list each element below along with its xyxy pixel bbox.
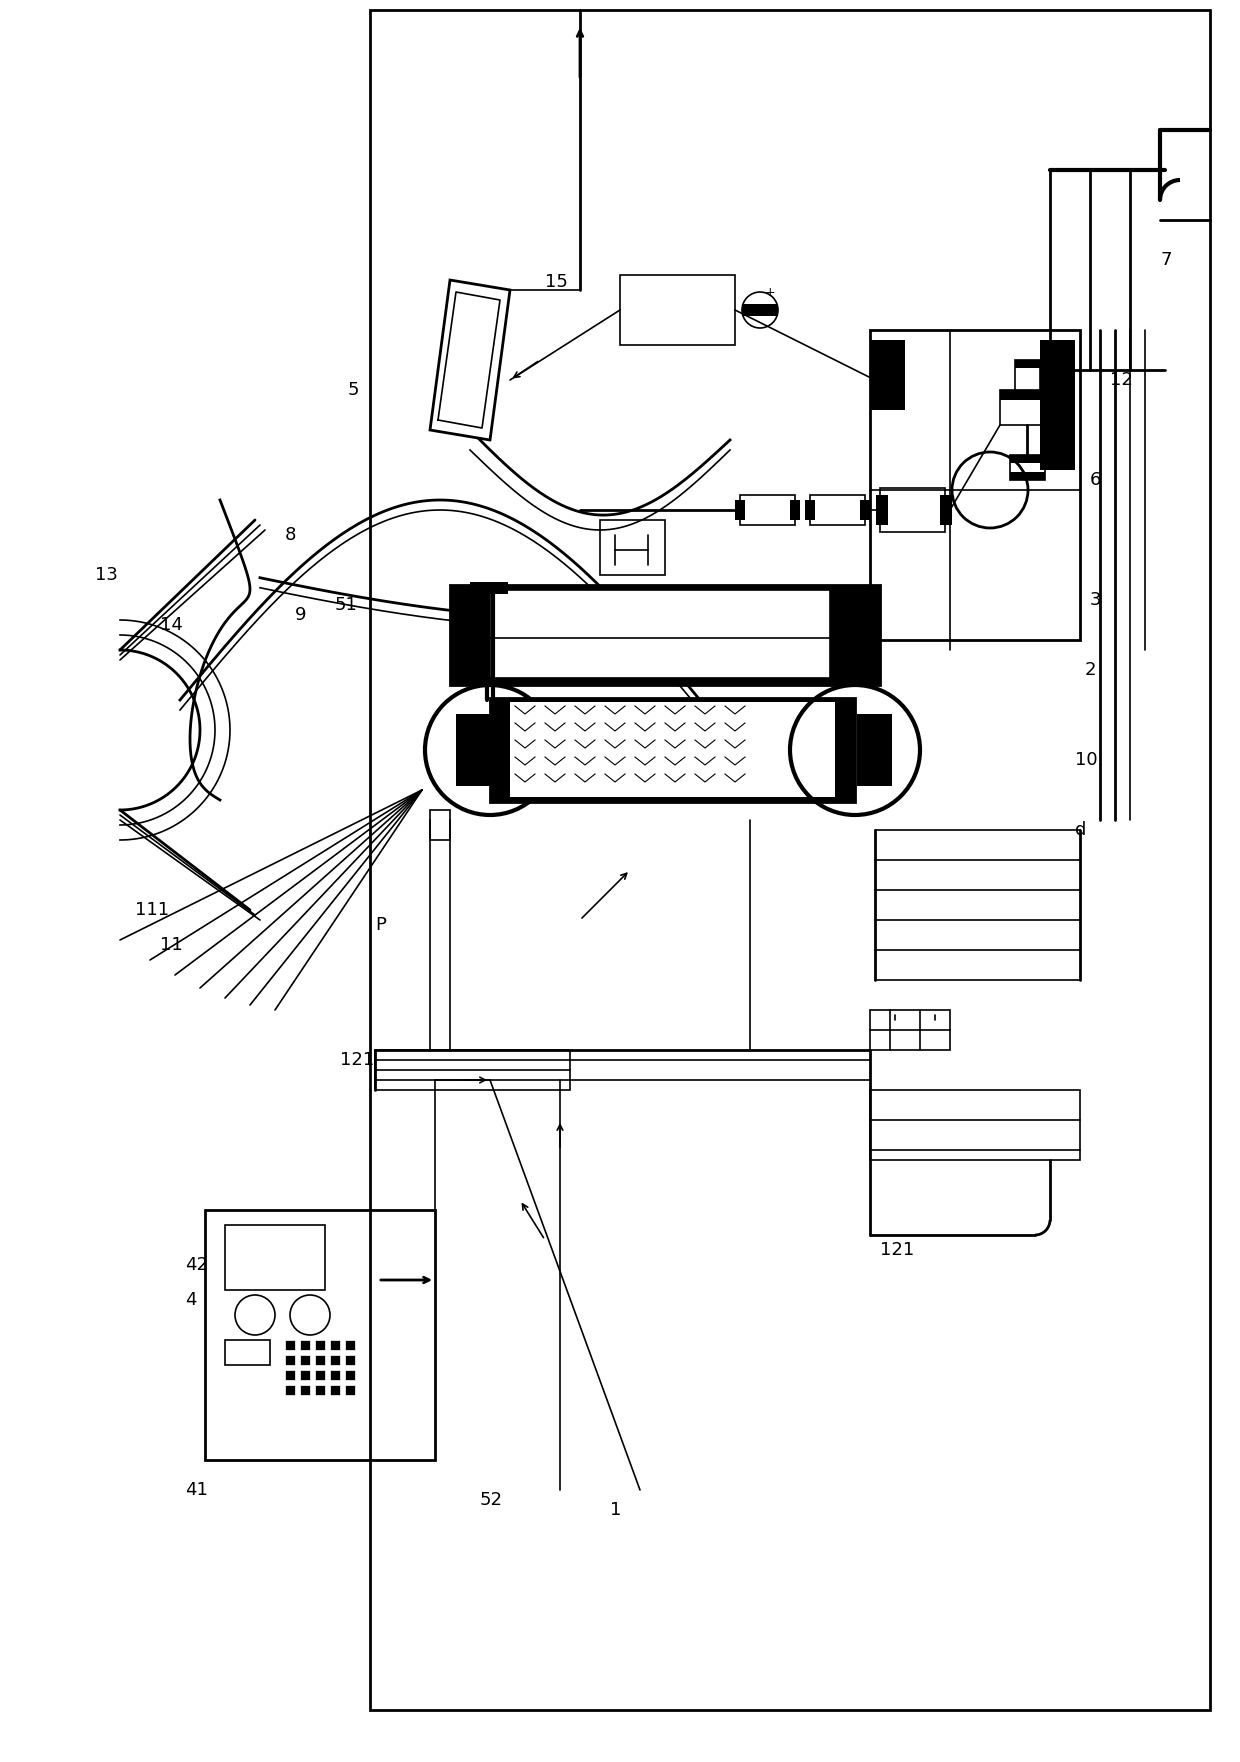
Polygon shape [430, 280, 510, 440]
Bar [790, 500, 800, 520]
Bar [940, 495, 952, 525]
Text: 6: 6 [1090, 470, 1101, 490]
Bar [490, 590, 830, 678]
Bar [490, 698, 856, 802]
Bar [880, 488, 945, 532]
Text: 3: 3 [1090, 590, 1101, 610]
Bar [330, 1339, 340, 1350]
Bar [1011, 472, 1045, 479]
Bar [456, 714, 491, 786]
Text: 13: 13 [95, 566, 118, 583]
Text: 8: 8 [285, 527, 296, 544]
Bar [490, 590, 830, 678]
Text: 7: 7 [1159, 250, 1172, 270]
Bar [300, 1385, 310, 1396]
Bar [345, 1371, 355, 1380]
Bar [875, 495, 888, 525]
Bar [300, 1371, 310, 1380]
Text: 4: 4 [185, 1292, 196, 1309]
Text: 41: 41 [185, 1482, 208, 1499]
Bar [330, 1371, 340, 1380]
Text: 121: 121 [340, 1050, 374, 1070]
Text: 42: 42 [185, 1256, 208, 1274]
Text: 11: 11 [160, 936, 182, 953]
Text: 2: 2 [1085, 661, 1096, 678]
Bar [1016, 359, 1040, 395]
Text: 121: 121 [880, 1240, 914, 1260]
Bar [470, 581, 508, 594]
Bar [620, 275, 735, 345]
Bar [1016, 359, 1040, 368]
Bar [735, 500, 745, 520]
Bar [861, 500, 870, 520]
Bar [285, 1385, 295, 1396]
Bar [315, 1385, 325, 1396]
Bar [430, 811, 450, 840]
Bar [370, 11, 1210, 1709]
Bar [450, 585, 880, 685]
Text: 111: 111 [135, 900, 169, 920]
Bar [285, 1371, 295, 1380]
Text: 10: 10 [1075, 751, 1097, 768]
Text: 52: 52 [480, 1491, 503, 1508]
Bar [870, 329, 1080, 640]
Bar [315, 1371, 325, 1380]
Bar [999, 389, 1055, 425]
Bar [300, 1339, 310, 1350]
Bar [315, 1355, 325, 1366]
Text: 1: 1 [610, 1501, 621, 1519]
Bar [999, 389, 1055, 400]
Text: +: + [765, 285, 775, 298]
Bar [224, 1225, 325, 1290]
Text: 12: 12 [1110, 372, 1133, 389]
Text: d: d [1075, 821, 1086, 839]
Bar [1011, 455, 1045, 463]
Bar [300, 1355, 310, 1366]
Bar [510, 701, 835, 796]
Bar [345, 1355, 355, 1366]
Bar [810, 495, 866, 525]
Text: 51: 51 [335, 596, 358, 613]
Bar [285, 1355, 295, 1366]
Bar [857, 714, 892, 786]
Bar [805, 500, 815, 520]
Text: 15: 15 [546, 273, 568, 291]
Bar [600, 520, 665, 574]
Bar [870, 340, 905, 411]
Bar [345, 1339, 355, 1350]
Bar [315, 1339, 325, 1350]
Text: 5: 5 [348, 381, 360, 398]
Bar [742, 305, 777, 315]
Bar [205, 1210, 435, 1461]
Bar [1011, 455, 1045, 479]
Text: 14: 14 [160, 617, 182, 634]
Text: P: P [374, 916, 386, 934]
Bar [870, 1091, 1080, 1159]
Bar [285, 1339, 295, 1350]
Bar [374, 1050, 570, 1091]
Bar [870, 1010, 950, 1050]
Bar [450, 585, 880, 685]
Bar [740, 495, 795, 525]
Bar [345, 1385, 355, 1396]
Bar [490, 698, 856, 802]
Text: 9: 9 [295, 606, 306, 624]
Bar [1040, 340, 1075, 470]
Bar [224, 1339, 270, 1366]
Bar [330, 1355, 340, 1366]
Bar [330, 1385, 340, 1396]
